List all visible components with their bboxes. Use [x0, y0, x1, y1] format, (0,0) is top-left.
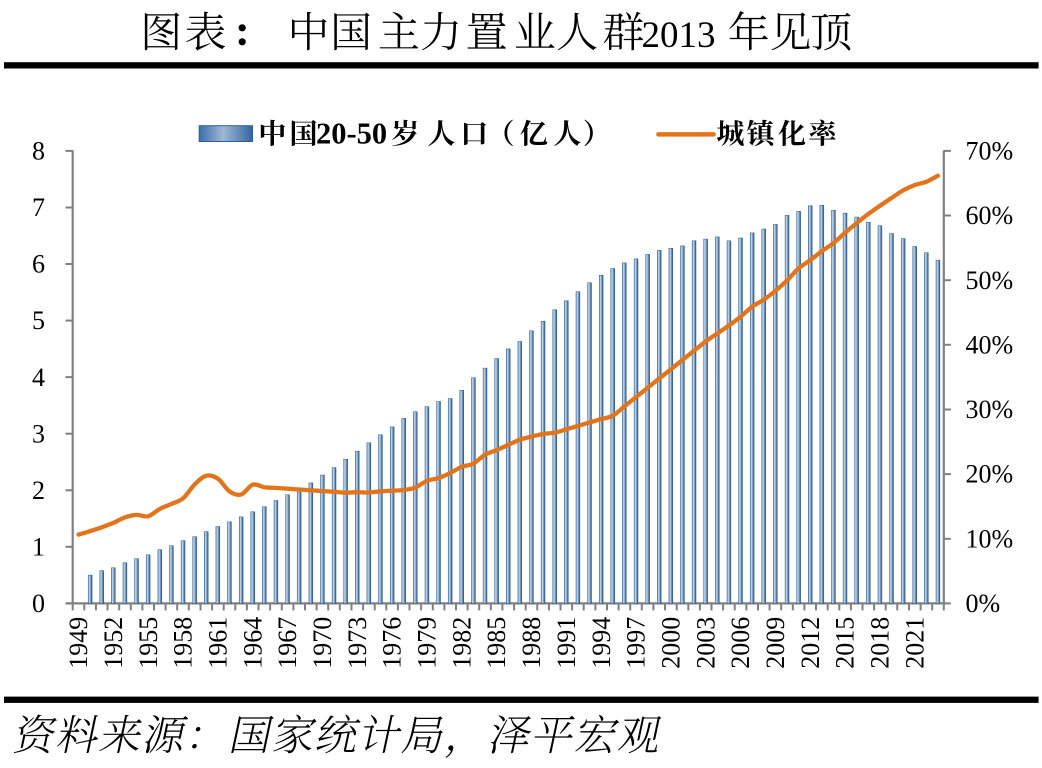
svg-text:1955: 1955	[134, 617, 163, 669]
svg-text:2: 2	[32, 476, 45, 505]
svg-text:2013: 2013	[642, 15, 716, 56]
svg-text:1949: 1949	[64, 617, 93, 669]
svg-text:2006: 2006	[726, 617, 755, 669]
svg-text:1976: 1976	[378, 617, 407, 669]
svg-text:1979: 1979	[412, 617, 441, 669]
svg-text:1964: 1964	[238, 617, 267, 669]
svg-text:30%: 30%	[966, 395, 1014, 424]
svg-text:2021: 2021	[900, 617, 929, 669]
svg-text:1982: 1982	[447, 617, 476, 669]
svg-text:8: 8	[32, 137, 45, 166]
svg-text:1973: 1973	[343, 617, 372, 669]
svg-text:2018: 2018	[866, 617, 895, 669]
svg-text:1985: 1985	[482, 617, 511, 669]
svg-text:1988: 1988	[517, 617, 546, 669]
svg-text:1991: 1991	[552, 617, 581, 669]
svg-text:1967: 1967	[273, 617, 302, 669]
svg-text:40%: 40%	[966, 330, 1014, 359]
svg-text:0%: 0%	[966, 589, 1001, 618]
svg-text:20-50: 20-50	[316, 117, 387, 151]
svg-text:1970: 1970	[308, 617, 337, 669]
svg-text:2015: 2015	[831, 617, 860, 669]
svg-text:4: 4	[32, 363, 45, 392]
svg-text:1961: 1961	[203, 617, 232, 669]
svg-text:20%: 20%	[966, 460, 1014, 489]
svg-text:1997: 1997	[622, 617, 651, 669]
svg-text:70%: 70%	[966, 137, 1014, 166]
svg-text:7: 7	[32, 193, 45, 222]
svg-text:2012: 2012	[796, 617, 825, 669]
svg-text:10%: 10%	[966, 524, 1014, 553]
svg-text:1: 1	[32, 532, 45, 561]
svg-text:1958: 1958	[169, 617, 198, 669]
svg-text:60%: 60%	[966, 201, 1014, 230]
svg-text:2000: 2000	[657, 617, 686, 669]
svg-text:2009: 2009	[761, 617, 790, 669]
svg-text:50%: 50%	[966, 266, 1014, 295]
svg-text:3: 3	[32, 419, 45, 448]
svg-text:2003: 2003	[691, 617, 720, 669]
svg-text:1994: 1994	[587, 617, 616, 669]
svg-text:5: 5	[32, 306, 45, 335]
svg-text:6: 6	[32, 250, 45, 279]
svg-text:0: 0	[32, 589, 45, 618]
svg-text:1952: 1952	[99, 617, 128, 669]
